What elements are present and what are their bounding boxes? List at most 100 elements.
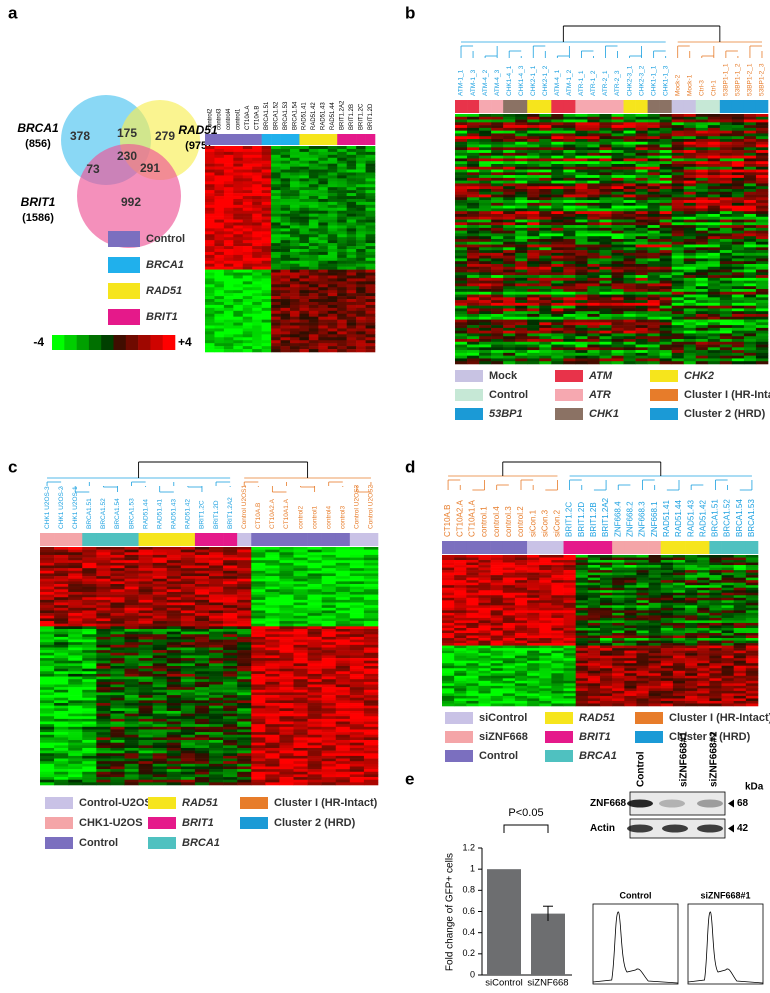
heatmap-cell [54, 637, 68, 640]
heatmap-cell [233, 196, 243, 199]
heatmap-cell [660, 206, 672, 209]
heatmap-cell [720, 197, 732, 200]
heatmap-cell [279, 632, 293, 635]
heatmap-cell [237, 581, 251, 584]
heatmap-cell [366, 214, 376, 217]
heatmap-cell [587, 250, 599, 253]
heatmap-cell [233, 184, 243, 187]
heatmap-cell [347, 217, 357, 220]
heatmap-cell [265, 645, 279, 648]
heatmap-cell [708, 178, 720, 181]
heatmap-cell [309, 323, 319, 326]
heatmap-cell [575, 345, 587, 348]
heatmap-cell [636, 303, 648, 306]
heatmap-cell [612, 147, 624, 150]
heatmap-cell [503, 164, 515, 167]
heatmap-cell [636, 253, 648, 256]
heatmap-cell [575, 147, 587, 150]
heatmap-cell [527, 225, 539, 228]
heatmap-cell [599, 136, 611, 139]
heatmap-cell [744, 175, 756, 178]
heatmap-cell [337, 234, 347, 237]
heatmap-cell [356, 255, 366, 258]
heatmap-cell [756, 317, 768, 320]
heatmap-cell [503, 281, 515, 284]
heatmap-cell [563, 142, 575, 145]
heatmap-cell [479, 345, 491, 348]
heatmap-cell [563, 167, 575, 170]
heatmap-cell [153, 618, 167, 621]
heatmap-cell [243, 331, 253, 334]
heatmap-cell [223, 584, 237, 587]
heatmap-cell [337, 314, 347, 317]
heatmap-cell [110, 658, 124, 661]
heatmap-cell [205, 308, 215, 311]
heatmap-cell [322, 634, 336, 637]
heatmap-cell [599, 300, 611, 303]
heatmap-cell [587, 300, 599, 303]
heatmap-cell [82, 666, 96, 669]
heatmap-cell [756, 131, 768, 134]
heatmap-cell [209, 632, 223, 635]
heatmap-cell [732, 320, 744, 323]
heatmap-cell [648, 200, 660, 203]
heatmap-cell [563, 161, 575, 164]
heatmap-cell [684, 300, 696, 303]
heatmap-cell [539, 347, 551, 350]
heatmap-cell [265, 647, 279, 650]
heatmap-cell [243, 234, 253, 237]
heatmap-cell [237, 632, 251, 635]
heatmap-cell [672, 314, 684, 317]
heatmap-cell [214, 328, 224, 331]
heatmap-cell [233, 237, 243, 240]
heatmap-cell [181, 589, 195, 592]
heatmap-cell [139, 568, 153, 571]
heatmap-cell [350, 616, 364, 619]
heatmap-cell [279, 640, 293, 643]
heatmap-cell [195, 647, 209, 650]
heatmap-cell [515, 189, 527, 192]
heatmap-cell [672, 267, 684, 270]
heatmap-cell [223, 595, 237, 598]
heatmap-cell [110, 560, 124, 563]
heatmap-cell [328, 184, 338, 187]
heatmap-cell [350, 573, 364, 576]
heatmap-cell [720, 245, 732, 248]
heatmap-cell [612, 122, 624, 125]
heatmap-cell [599, 197, 611, 200]
heatmap-cell [153, 584, 167, 587]
heatmap-cell [503, 333, 515, 336]
heatmap-cell [96, 663, 110, 666]
heatmap-cell [125, 663, 139, 666]
heatmap-cell [756, 228, 768, 231]
heatmap-cell [251, 573, 265, 576]
heatmap-cell [195, 605, 209, 608]
heatmap-cell [40, 618, 54, 621]
heatmap-cell [40, 558, 54, 561]
heatmap-cell [587, 297, 599, 300]
heatmap-cell [68, 632, 82, 635]
heatmap-cell [563, 342, 575, 345]
heatmap-cell [672, 203, 684, 206]
heatmap-cell [364, 547, 378, 550]
heatmap-cell [82, 610, 96, 613]
heatmap-cell [125, 605, 139, 608]
heatmap-cell [290, 155, 300, 158]
heatmap-cell [243, 196, 253, 199]
heatmap-cell [527, 136, 539, 139]
heatmap-cell [515, 225, 527, 228]
group-bar [110, 533, 124, 546]
heatmap-cell [599, 283, 611, 286]
heatmap-cell [539, 189, 551, 192]
group-bar [479, 100, 491, 113]
heatmap-cell [233, 281, 243, 284]
heatmap-cell [54, 595, 68, 598]
heatmap-cell [696, 170, 708, 173]
heatmap-cell [636, 345, 648, 348]
heatmap-cell [243, 270, 253, 273]
heatmap-cell [233, 240, 243, 243]
heatmap-cell [503, 156, 515, 159]
heatmap-cell [366, 231, 376, 234]
heatmap-cell [491, 347, 503, 350]
heatmap-cell [648, 131, 660, 134]
